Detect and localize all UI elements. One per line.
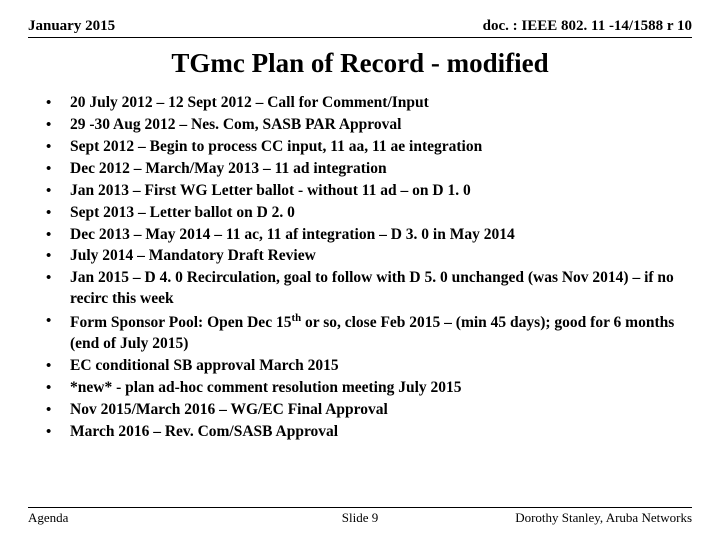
header-date: January 2015 (28, 18, 115, 35)
bullet-item: Nov 2015/March 2016 – WG/EC Final Approv… (36, 400, 692, 421)
bullet-item: 29 -30 Aug 2012 – Nes. Com, SASB PAR App… (36, 115, 692, 136)
bullet-item: Sept 2012 – Begin to process CC input, 1… (36, 137, 692, 158)
header-doc-id: doc. : IEEE 802. 11 -14/1588 r 10 (483, 18, 692, 35)
bullet-list: 20 July 2012 – 12 Sept 2012 – Call for C… (36, 93, 692, 443)
bullet-item: July 2014 – Mandatory Draft Review (36, 246, 692, 267)
footer-left: Agenda (28, 510, 68, 526)
bullet-item: Jan 2015 – D 4. 0 Recirculation, goal to… (36, 268, 692, 310)
slide-footer: Agenda Slide 9 Dorothy Stanley, Aruba Ne… (28, 507, 692, 526)
bullet-item: 20 July 2012 – 12 Sept 2012 – Call for C… (36, 93, 692, 114)
bullet-item: EC conditional SB approval March 2015 (36, 356, 692, 377)
slide-header: January 2015 doc. : IEEE 802. 11 -14/158… (28, 18, 692, 38)
bullet-item: Sept 2013 – Letter ballot on D 2. 0 (36, 203, 692, 224)
bullet-item: March 2016 – Rev. Com/SASB Approval (36, 422, 692, 443)
bullet-item: Jan 2013 – First WG Letter ballot - with… (36, 181, 692, 202)
bullet-item: Dec 2012 – March/May 2013 – 11 ad integr… (36, 159, 692, 180)
bullet-item: *new* - plan ad-hoc comment resolution m… (36, 378, 692, 399)
slide-content: 20 July 2012 – 12 Sept 2012 – Call for C… (28, 93, 692, 443)
footer-author: Dorothy Stanley, Aruba Networks (515, 510, 692, 526)
footer-slide-number: Slide 9 (342, 510, 378, 526)
bullet-item: Dec 2013 – May 2014 – 11 ac, 11 af integ… (36, 225, 692, 246)
slide-title: TGmc Plan of Record - modified (28, 48, 692, 79)
bullet-item: Form Sponsor Pool: Open Dec 15th or so, … (36, 311, 692, 355)
